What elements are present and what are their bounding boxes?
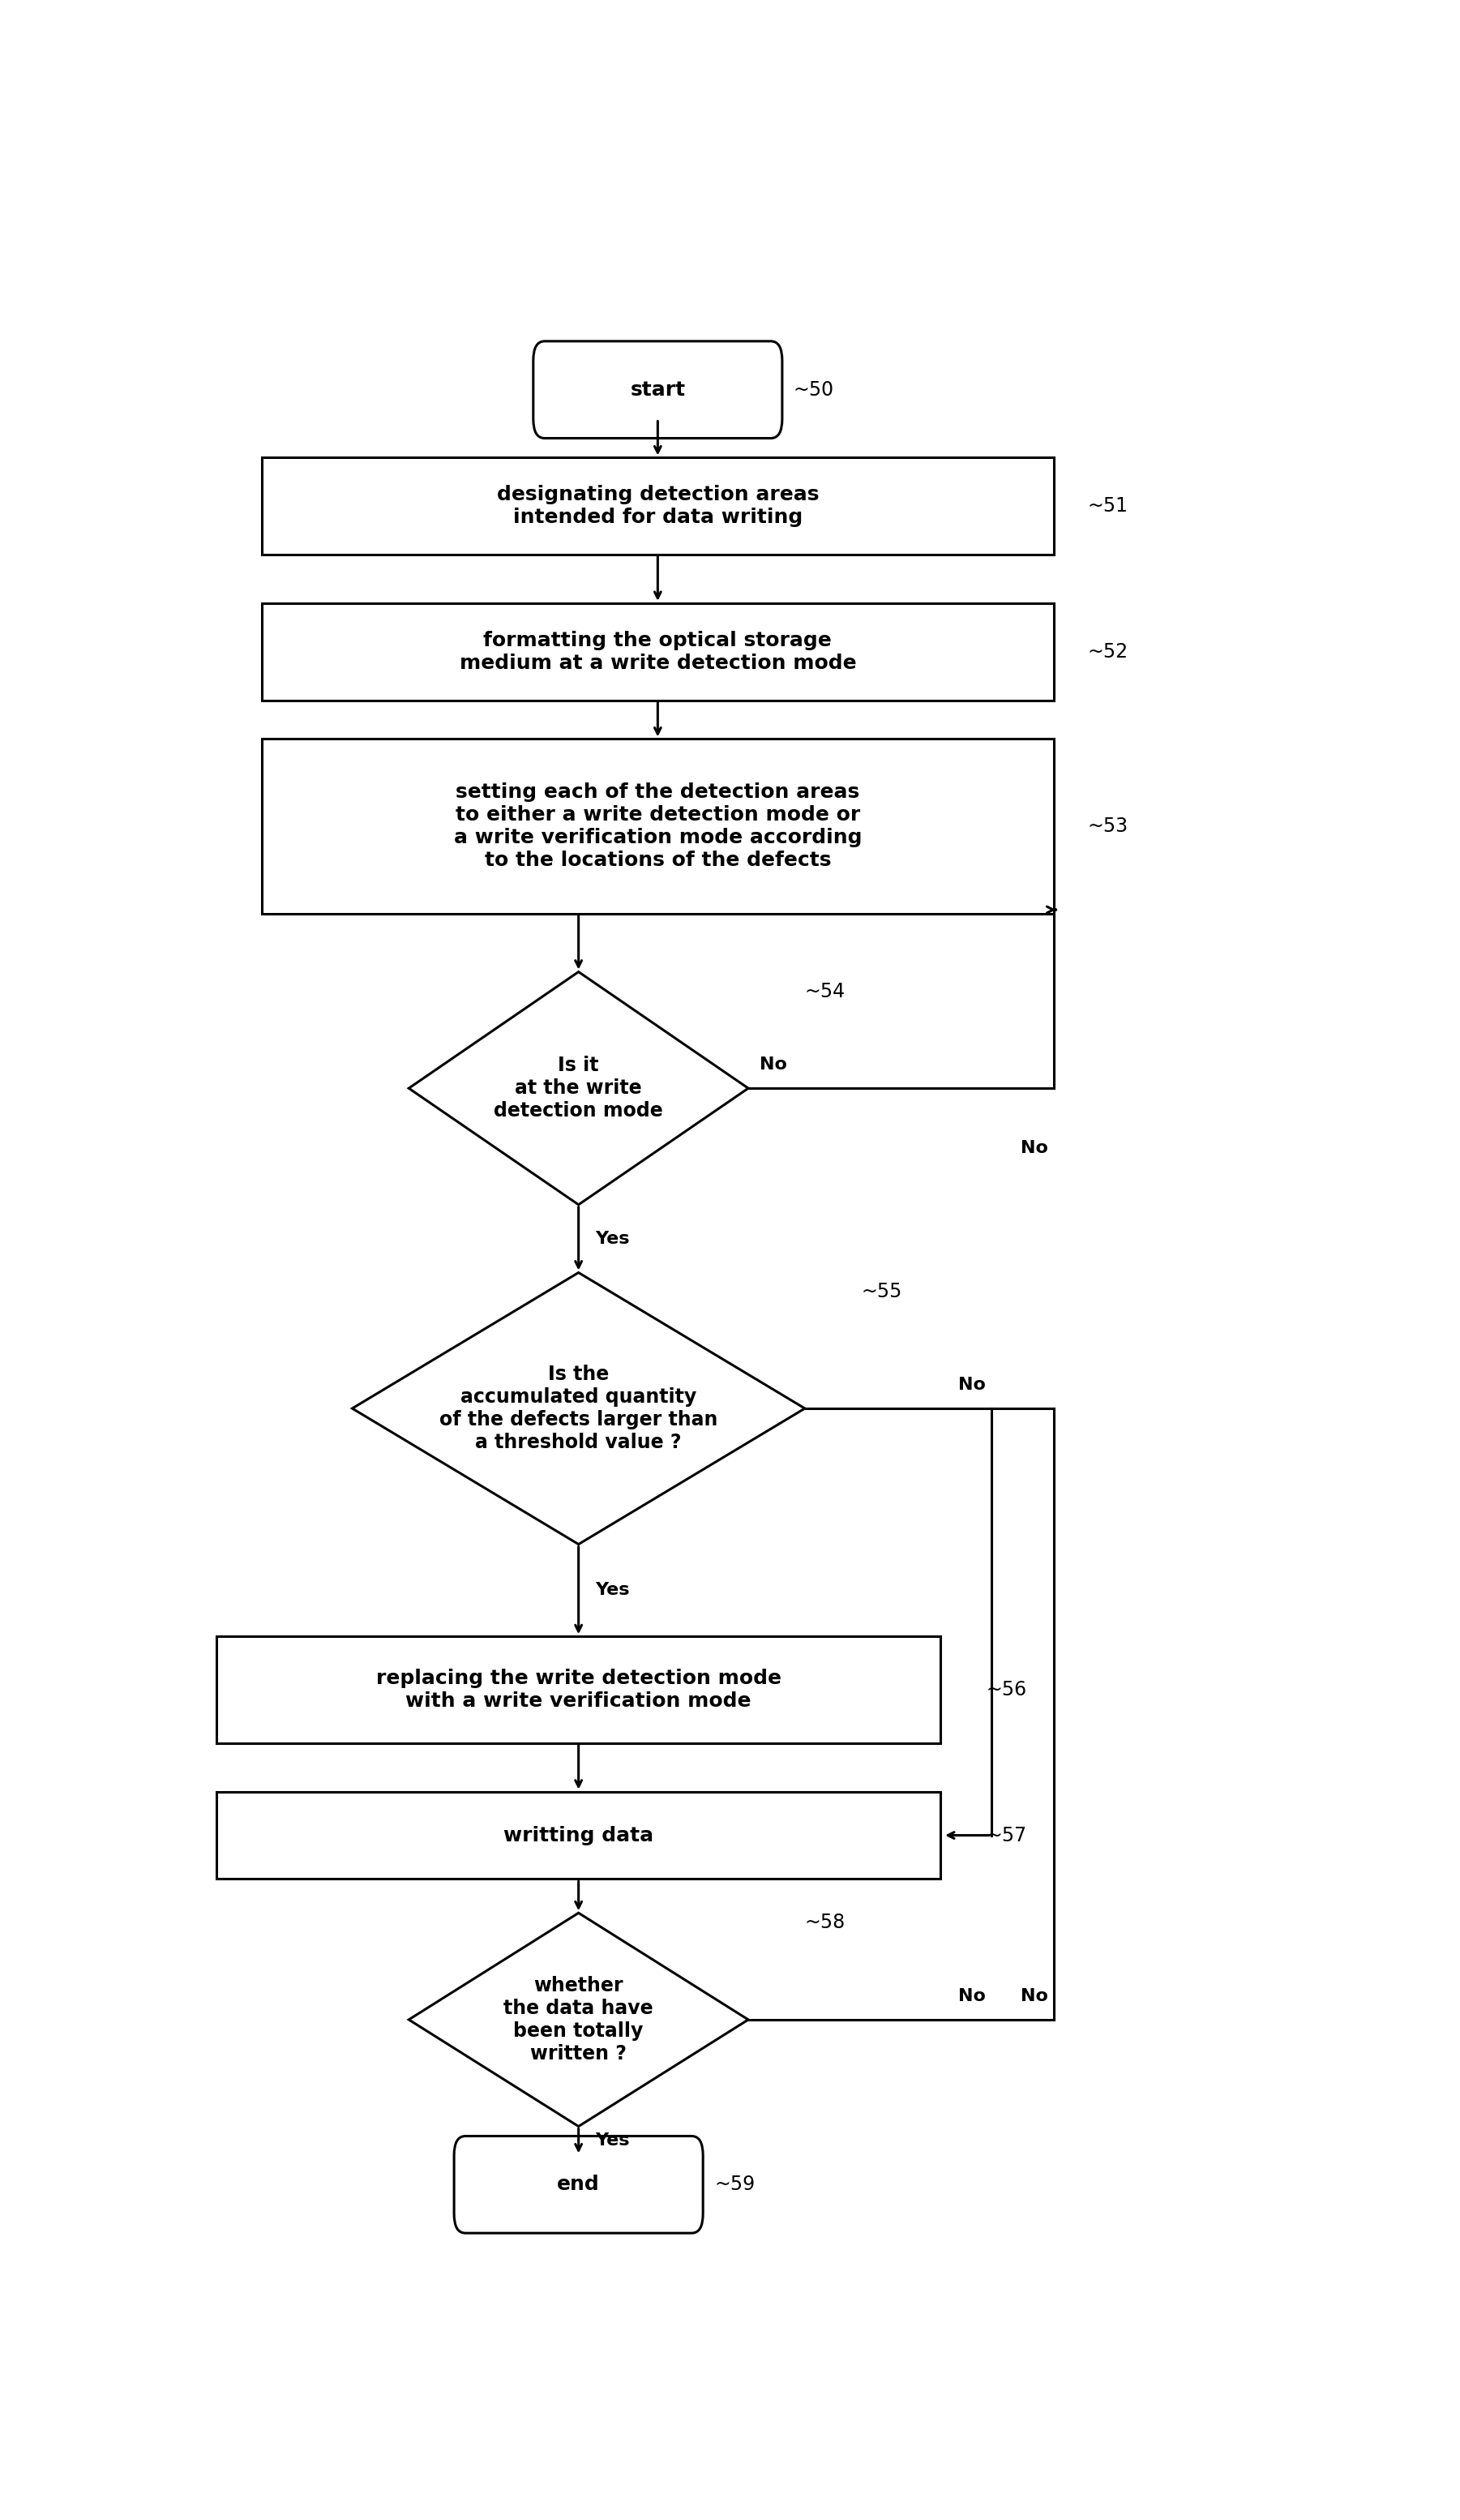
Polygon shape: [409, 973, 749, 1205]
Bar: [261, 459, 1054, 554]
Text: ~52: ~52: [1088, 643, 1129, 660]
Text: ~51: ~51: [1088, 496, 1129, 517]
Text: designating detection areas
intended for data writing: designating detection areas intended for…: [496, 486, 819, 527]
Text: ~56: ~56: [986, 1681, 1026, 1698]
Bar: [216, 1635, 940, 1744]
Text: ~50: ~50: [794, 381, 834, 401]
Text: Yes: Yes: [596, 1583, 629, 1598]
Text: replacing the write detection mode
with a write verification mode: replacing the write detection mode with …: [375, 1668, 781, 1711]
Text: ~57: ~57: [986, 1824, 1026, 1845]
Text: formatting the optical storage
medium at a write detection mode: formatting the optical storage medium at…: [460, 630, 856, 673]
Text: setting each of the detection areas
to either a write detection mode or
a write : setting each of the detection areas to e…: [454, 784, 861, 869]
Text: No: No: [958, 1988, 986, 2003]
Bar: [216, 1792, 940, 1880]
Bar: [261, 602, 1054, 701]
Text: No: No: [1021, 1988, 1048, 2003]
Polygon shape: [409, 1913, 749, 2127]
Text: ~53: ~53: [1088, 816, 1129, 837]
Text: ~58: ~58: [804, 1913, 845, 1933]
Text: Yes: Yes: [596, 1230, 629, 1247]
Text: writting data: writting data: [504, 1824, 654, 1845]
Text: No: No: [759, 1056, 787, 1074]
Text: Is the
accumulated quantity
of the defects larger than
a threshold value ?: Is the accumulated quantity of the defec…: [439, 1366, 718, 1452]
Text: whether
the data have
been totally
written ?: whether the data have been totally writt…: [504, 1976, 654, 2064]
Polygon shape: [352, 1273, 804, 1545]
Text: ~59: ~59: [714, 2175, 755, 2195]
FancyBboxPatch shape: [533, 340, 783, 438]
Text: Yes: Yes: [596, 2132, 629, 2150]
Text: ~55: ~55: [861, 1283, 902, 1303]
Text: ~54: ~54: [804, 980, 845, 1000]
FancyBboxPatch shape: [454, 2137, 704, 2233]
Text: end: end: [558, 2175, 600, 2195]
Text: start: start: [631, 381, 685, 401]
Text: Is it
at the write
detection mode: Is it at the write detection mode: [493, 1056, 663, 1121]
Text: No: No: [958, 1376, 986, 1394]
Bar: [261, 738, 1054, 915]
Text: No: No: [1021, 1139, 1048, 1157]
